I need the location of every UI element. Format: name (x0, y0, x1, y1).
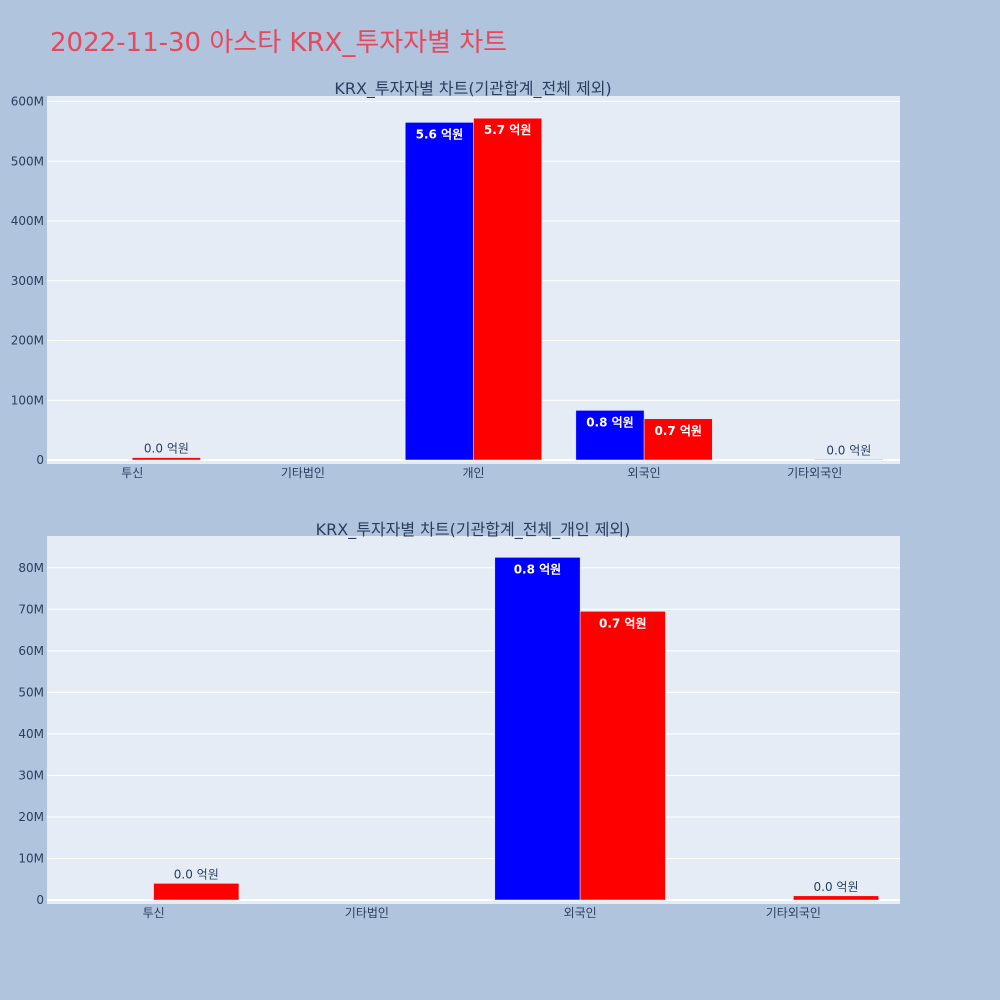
bar-data-label: 0.0 억원 (826, 443, 871, 457)
y-tick-label: 10M (18, 851, 44, 865)
x-tick-label: 외국인 (628, 466, 661, 480)
bar (405, 122, 474, 461)
bar (793, 895, 879, 901)
y-tick-label: 0 (36, 453, 44, 467)
bar-data-label: 0.0 억원 (174, 867, 219, 881)
bar-data-label: 5.7 억원 (484, 123, 532, 137)
y-tick-label: 40M (18, 727, 44, 741)
y-tick-label: 50M (18, 685, 44, 699)
bar-data-label: 0.7 억원 (599, 616, 647, 630)
y-tick-label: 20M (18, 810, 44, 824)
y-tick-label: 70M (18, 602, 44, 616)
x-tick-label: 기타외국인 (787, 466, 842, 480)
bar (494, 557, 581, 901)
bar (814, 459, 884, 461)
y-tick-label: 30M (18, 768, 44, 782)
y-tick-label: 0 (36, 893, 44, 907)
bar (579, 611, 666, 901)
bar-data-label: 0.7 억원 (654, 424, 702, 438)
x-tick-label: 개인 (462, 466, 484, 480)
y-tick-label: 100M (11, 393, 44, 407)
chart-2: 0 10M 20M 30M 40M 50M 60M 70M 80M KRX_투자자별 차트(기관합… (18, 520, 900, 920)
y-tick-label: 400M (11, 214, 44, 228)
bar-data-label: 0.8 억원 (586, 415, 634, 429)
x-tick-label: 외국인 (564, 906, 597, 920)
page-title: 2022-11-30 아스타 KRX_투자자별 차트 (50, 28, 508, 58)
y-tick-label: 600M (11, 95, 44, 109)
y-tick-label: 300M (11, 274, 44, 288)
bar-data-label: 5.6 억원 (416, 127, 464, 141)
bar-data-label: 0.8 억원 (514, 562, 562, 576)
y-tick-label: 80M (18, 561, 44, 575)
bar (473, 117, 542, 461)
y-tick-label: 60M (18, 644, 44, 658)
y-tick-label: 200M (11, 334, 44, 348)
bar-data-label: 0.0 억원 (814, 880, 859, 894)
bar (643, 418, 713, 461)
chart-title: KRX_투자자별 차트(기관합계_전체 제외) (334, 79, 611, 99)
chart-1: 0 100M 200M 300M 400M 500M 600M KRX_투자자별 차트(기관합… (11, 79, 900, 480)
plot-background (47, 536, 900, 904)
x-tick-label: 기타법인 (345, 906, 389, 920)
bar (132, 457, 201, 461)
y-tick-label: 500M (11, 154, 44, 168)
x-tick-label: 투신 (143, 906, 165, 920)
x-tick-label: 투신 (121, 466, 143, 480)
bar (153, 883, 240, 901)
chart-title: KRX_투자자별 차트(기관합계_전체_개인 제외) (316, 520, 631, 540)
x-tick-label: 기타외국인 (766, 906, 821, 920)
bar (575, 410, 645, 461)
x-tick-label: 기타법인 (281, 466, 325, 480)
bar-data-label: 0.0 억원 (144, 442, 189, 456)
